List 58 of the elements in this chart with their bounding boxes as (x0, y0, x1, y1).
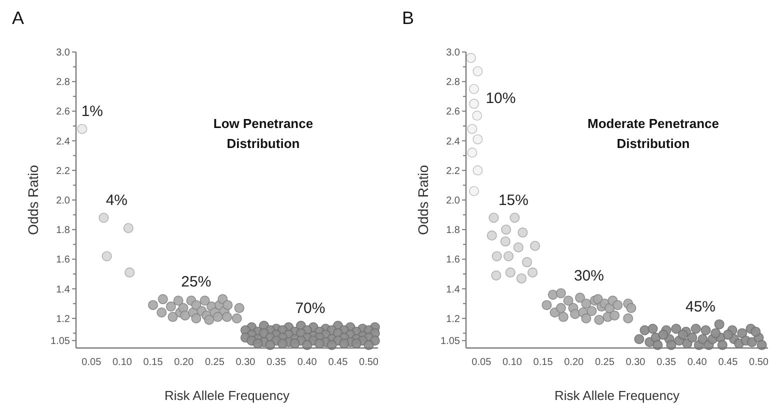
x-tick-label: 0.20 (174, 357, 194, 368)
x-tick-label: 0.30 (236, 357, 256, 368)
x-tick-label: 0.15 (533, 357, 554, 368)
y-tick-label: 2.8 (446, 77, 460, 88)
x-tick-label: 0.40 (297, 357, 318, 368)
series-label: 30% (574, 267, 604, 284)
y-tick-label: 1.05 (440, 336, 460, 348)
y-tick-label: 2.0 (446, 196, 460, 206)
x-tick-label: 0.20 (564, 357, 584, 368)
y-tick-label: 2.0 (56, 196, 70, 206)
y-tick-label: 3.0 (446, 48, 460, 58)
y-tick-label: 1.2 (56, 314, 70, 325)
series-label: 15% (498, 192, 528, 210)
x-tick-label: 0.50 (749, 357, 769, 368)
x-tick-label: 0.35 (266, 357, 286, 368)
x-tick-label: 0.35 (656, 357, 676, 368)
y-tick-label: 2.2 (56, 166, 70, 177)
y-tick-label: 1.8 (446, 225, 460, 236)
y-tick-label: 1.6 (446, 254, 460, 266)
y-axis-title: Odds Ratio (415, 164, 431, 236)
text: A (12, 8, 24, 28)
series-label: 1% (81, 103, 104, 120)
x-tick-label: 0.40 (687, 357, 708, 368)
x-tick-label: 0.30 (626, 357, 646, 368)
x-tick-label: 0.45 (718, 357, 738, 368)
y-axis-title: Odds Ratio (25, 164, 41, 236)
y-tick-label: 2.4 (446, 136, 460, 148)
series-label: 25% (181, 273, 212, 290)
series-label: 70% (295, 300, 326, 318)
x-tick-label: 0.05 (82, 357, 102, 368)
y-tick-label: 3.0 (56, 48, 70, 58)
y-tick-label: 1.8 (56, 225, 70, 236)
y-tick-label: 1.4 (56, 284, 70, 296)
y-tick-label: 1.2 (446, 314, 460, 325)
y-tick-label: 1.6 (56, 254, 70, 266)
y-tick-label: 2.8 (56, 77, 70, 88)
series-label: 45% (685, 298, 716, 316)
x-tick-label: 0.25 (594, 357, 615, 368)
x-tick-label: 0.15 (143, 357, 164, 368)
x-axis-title: Risk Allele Frequency (554, 388, 680, 403)
text: Low Penetrance Distribution (213, 116, 314, 151)
y-tick-label: 2.6 (446, 106, 460, 118)
x-tick-label: 0.25 (204, 357, 225, 368)
x-axis-title: Risk Allele Frequency (164, 388, 290, 403)
y-tick-label: 2.2 (446, 166, 460, 177)
x-tick-label: 0.50 (359, 357, 379, 368)
x-tick-label: 0.05 (472, 357, 492, 368)
x-tick-label: 0.10 (112, 357, 132, 368)
y-tick-label: 2.4 (56, 136, 70, 148)
y-tick-label: 1.05 (50, 336, 70, 348)
x-tick-label: 0.45 (328, 357, 348, 368)
x-tick-label: 0.10 (502, 357, 522, 368)
text: B (402, 8, 414, 28)
series-label: 4% (106, 192, 128, 210)
text: Moderate Penetrance Distribution (587, 116, 719, 151)
y-tick-label: 2.6 (56, 106, 70, 118)
y-tick-label: 1.4 (446, 284, 460, 296)
series-label: 10% (486, 90, 516, 108)
